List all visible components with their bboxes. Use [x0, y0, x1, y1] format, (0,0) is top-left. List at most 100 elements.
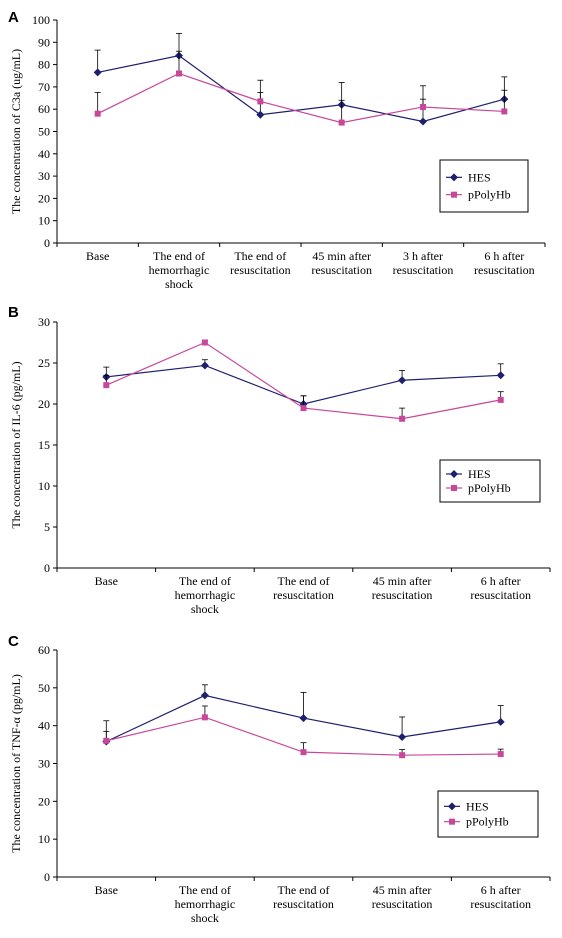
legend-label: HES [468, 170, 491, 184]
x-category-label: shock [191, 911, 219, 925]
data-point-diamond [200, 691, 209, 700]
data-point-square [103, 737, 110, 744]
data-point-square [399, 752, 406, 759]
series-line [97, 55, 505, 123]
x-category-label: resuscitation [372, 897, 433, 911]
data-point-square [420, 103, 426, 110]
y-tick-label: 5 [44, 520, 50, 534]
y-tick-label: 0 [44, 870, 50, 884]
x-category-label: resuscitation [474, 263, 535, 277]
x-category-label: 6 h after [484, 249, 524, 263]
x-category-label: 45 min after [373, 883, 432, 897]
x-category-label: hemorrhagic [175, 897, 236, 911]
series-ppolyhb [94, 50, 508, 126]
series-line [97, 72, 505, 124]
data-point-diamond [299, 714, 308, 723]
y-tick-label: 20 [38, 191, 50, 205]
x-category-label: The end of [278, 883, 330, 897]
x-category-label: resuscitation [470, 588, 531, 602]
y-tick-label: 25 [38, 356, 50, 370]
legend-marker-diamond [450, 470, 458, 478]
x-category-label: 45 min after [312, 249, 371, 263]
legend-label: HES [466, 799, 489, 813]
x-category-label: 6 h after [481, 574, 521, 588]
data-point-square [201, 339, 208, 346]
y-tick-label: 40 [38, 147, 50, 161]
panel-letter: B [8, 304, 19, 321]
data-point-square [94, 110, 101, 117]
x-category-label: 3 h after [403, 249, 443, 263]
legend: HES pPolyHb [439, 159, 529, 213]
x-category-label: resuscitation [372, 588, 433, 602]
data-point-square [201, 714, 208, 721]
y-tick-label: 30 [38, 315, 50, 329]
y-tick-label: 10 [38, 832, 50, 846]
data-point-diamond [398, 733, 407, 742]
x-category-label: 6 h after [481, 883, 521, 897]
x-category-label: resuscitation [230, 263, 291, 277]
data-point-square [497, 396, 504, 403]
y-tick-label: 30 [38, 757, 50, 771]
y-tick-label: 0 [44, 561, 50, 575]
y-tick-label: 20 [38, 397, 50, 411]
y-tick-label: 30 [38, 169, 50, 183]
y-tick-label: 70 [38, 80, 50, 94]
y-axis-title: The concentration of C3a (ug/mL) [9, 49, 23, 214]
y-tick-label: 60 [38, 102, 50, 116]
data-point-square [300, 405, 307, 412]
x-category-label: The end of [234, 249, 286, 263]
x-category-label: shock [191, 602, 219, 616]
series-ppolyhb [103, 339, 504, 422]
x-category-label: resuscitation [273, 897, 334, 911]
y-tick-label: 50 [38, 681, 50, 695]
data-point-diamond [398, 376, 407, 385]
x-category-label: hemorrhagic [149, 263, 210, 277]
y-tick-label: 100 [32, 13, 50, 27]
y-tick-label: 10 [38, 214, 50, 228]
x-category-label: The end of [179, 883, 231, 897]
data-point-diamond [256, 110, 265, 119]
x-category-label: The end of [179, 574, 231, 588]
panel-letter: A [8, 9, 19, 26]
data-point-square [399, 415, 406, 422]
data-point-diamond [93, 68, 102, 77]
data-point-square [338, 119, 345, 126]
data-point-square [497, 751, 504, 758]
legend-box [439, 159, 529, 213]
legend-marker-square [451, 485, 457, 491]
legend-box [437, 790, 539, 838]
x-category-label: Base [95, 883, 118, 897]
legend-box [439, 459, 541, 503]
legend-label: pPolyHb [468, 481, 511, 495]
data-point-square [300, 749, 307, 756]
data-point-square [103, 382, 110, 389]
x-category-label: The end of [278, 574, 330, 588]
x-category-label: resuscitation [470, 897, 531, 911]
y-tick-label: 50 [38, 125, 50, 139]
x-category-label: hemorrhagic [175, 588, 236, 602]
data-point-diamond [419, 117, 427, 126]
legend-marker-diamond [448, 802, 456, 811]
legend-label: HES [468, 467, 491, 481]
series-hes [102, 684, 505, 746]
data-point-square [176, 70, 182, 77]
y-tick-label: 80 [38, 58, 50, 72]
x-category-label: shock [165, 277, 193, 291]
data-point-square [257, 98, 264, 105]
y-tick-label: 10 [38, 479, 50, 493]
series-ppolyhb [103, 705, 504, 759]
x-category-label: resuscitation [273, 588, 334, 602]
y-axis-title: The concentration of TNF-α (pg/mL) [9, 674, 23, 853]
data-point-square [501, 108, 508, 115]
data-point-diamond [496, 371, 505, 380]
legend-label: pPolyHb [468, 188, 511, 202]
y-tick-label: 20 [38, 794, 50, 808]
x-category-label: resuscitation [311, 263, 372, 277]
y-tick-label: 40 [38, 719, 50, 733]
